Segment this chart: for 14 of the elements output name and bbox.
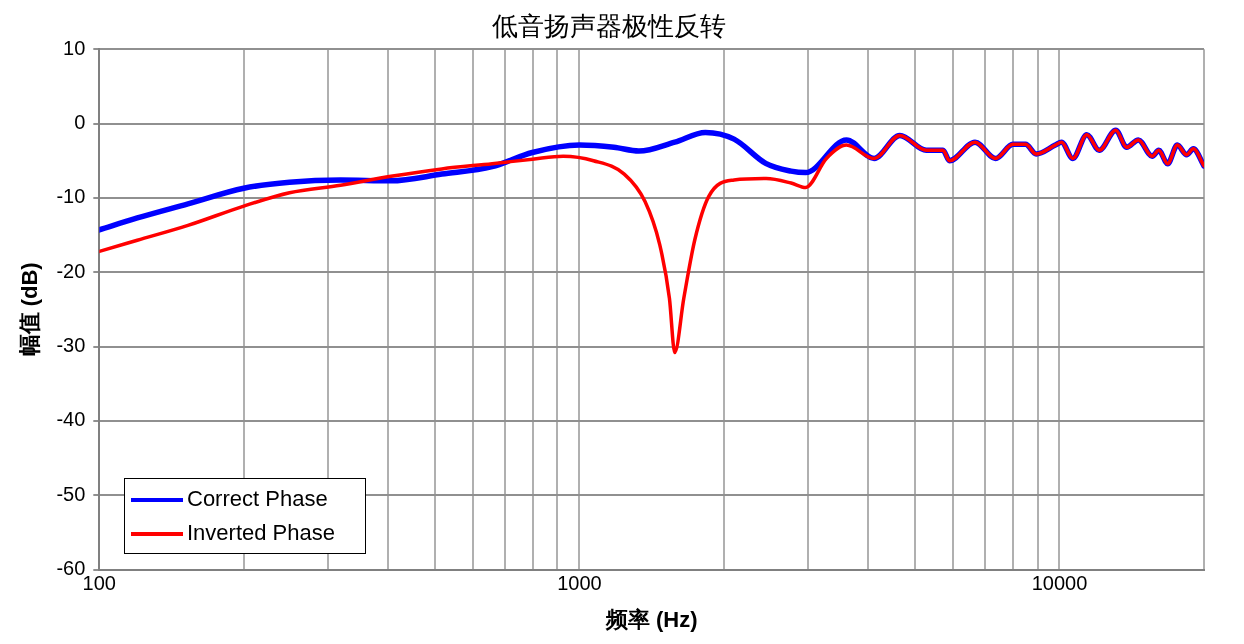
y-axis-title: 幅值 (dB) <box>17 262 43 357</box>
y-tick-label: 0 <box>74 111 86 134</box>
y-tick-label: -30 <box>56 334 86 357</box>
legend-label: Correct Phase <box>187 486 328 511</box>
y-tick-label: -50 <box>56 482 86 505</box>
y-tick-label: -20 <box>56 259 86 282</box>
legend-label: Inverted Phase <box>187 520 335 545</box>
y-tick-label: 10 <box>63 36 86 59</box>
y-tick-label: -40 <box>56 408 86 431</box>
y-tick-label: -10 <box>56 185 86 208</box>
x-axis-title: 频率 (Hz) <box>604 606 698 632</box>
x-tick-label: 1000 <box>557 572 602 595</box>
x-tick-label: 10000 <box>1031 572 1088 595</box>
chart-title: 低音扬声器极性反转 <box>492 10 726 41</box>
